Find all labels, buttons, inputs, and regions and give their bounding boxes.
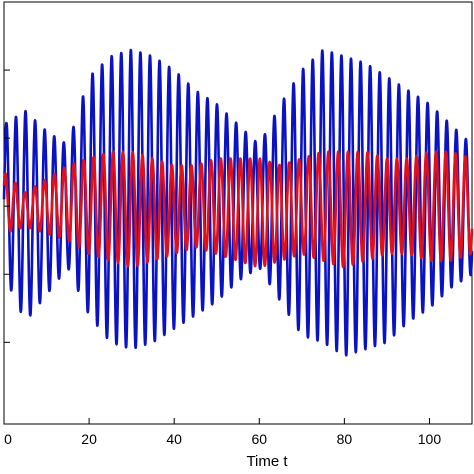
x-ticks: 0 20 40 60 80 100 — [3, 418, 442, 447]
series-layer — [2, 48, 474, 357]
x-tick-label-2: 40 — [166, 431, 182, 447]
y-ticks — [4, 69, 10, 343]
x-tick-label-1: 20 — [81, 431, 97, 447]
series-line-2 — [2, 150, 474, 269]
x-tick-label-5: 100 — [418, 431, 442, 447]
x-tick-label-4: 80 — [337, 431, 353, 447]
x-tick-label-0: 0 — [4, 431, 12, 447]
x-tick-label-3: 60 — [251, 431, 267, 447]
plot-frame — [3, 1, 473, 425]
x-axis-label: Time t — [246, 453, 288, 470]
